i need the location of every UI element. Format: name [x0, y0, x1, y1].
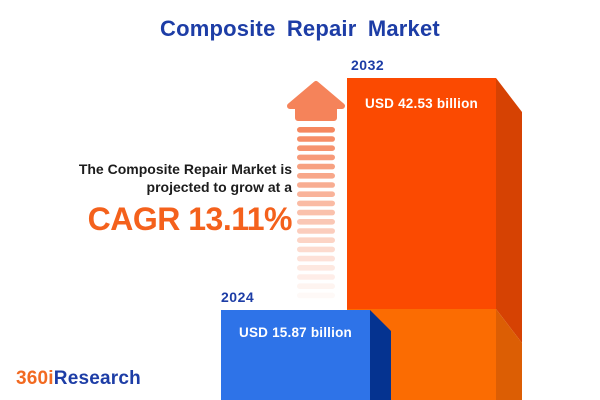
chart-title: Composite Repair Market — [160, 16, 440, 41]
value-label-2032: USD 42.53 billion — [365, 96, 478, 111]
logo-suffix: Research — [53, 368, 141, 389]
year-label-2024: 2024 — [221, 289, 255, 305]
value-label-2024: USD 15.87 billion — [239, 325, 352, 340]
logo-prefix: 360i — [16, 368, 54, 389]
year-label-2032: 2032 — [351, 57, 385, 73]
growth-arrow-stripes — [297, 127, 335, 299]
logo: 360iResearch — [16, 368, 141, 390]
bar-2024 — [221, 310, 391, 400]
cagr-text: CAGR 13.11% — [87, 201, 293, 237]
growth-arrow-icon — [287, 81, 345, 299]
annotation-line-2: projected to grow at a — [146, 179, 292, 195]
annotation-block: The Composite Repair Market is projected… — [78, 160, 293, 238]
bar-2032 — [347, 78, 522, 400]
annotation-line-1: The Composite Repair Market is — [78, 161, 292, 177]
